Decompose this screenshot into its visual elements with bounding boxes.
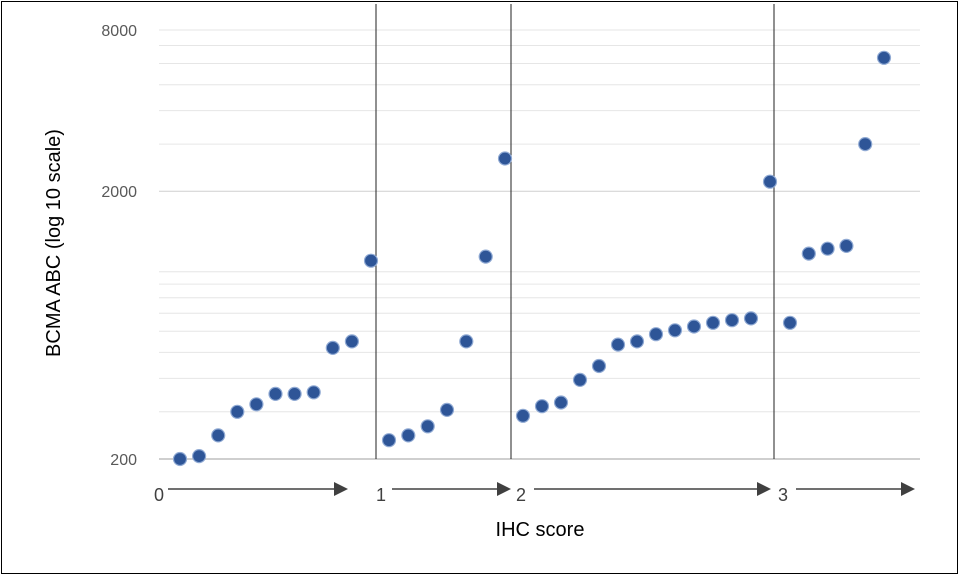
data-point bbox=[705, 315, 721, 330]
data-point bbox=[801, 246, 816, 261]
data-point bbox=[858, 137, 873, 152]
data-point bbox=[459, 334, 474, 349]
data-point bbox=[876, 50, 892, 65]
data-point bbox=[192, 449, 207, 464]
data-point bbox=[439, 402, 455, 417]
data-point bbox=[230, 404, 245, 419]
data-point bbox=[363, 253, 379, 268]
data-point bbox=[306, 385, 321, 400]
data-point bbox=[762, 174, 778, 189]
data-point bbox=[724, 313, 740, 328]
data-point bbox=[268, 386, 283, 401]
ihc-score-label: 0 bbox=[154, 485, 164, 505]
data-point bbox=[820, 241, 835, 256]
y-axis-title: BCMA ABC (log 10 scale) bbox=[43, 129, 65, 357]
data-point bbox=[325, 340, 340, 355]
data-point bbox=[172, 451, 188, 467]
ihc-arrow-head bbox=[497, 482, 511, 496]
ihc-score-label: 1 bbox=[376, 485, 386, 505]
ihc-arrow-head bbox=[901, 482, 915, 496]
ihc-arrow-head bbox=[757, 482, 771, 496]
data-point bbox=[572, 372, 588, 387]
data-point bbox=[743, 311, 759, 326]
data-point bbox=[534, 399, 550, 414]
data-point bbox=[591, 358, 607, 374]
data-point bbox=[515, 408, 531, 423]
data-point bbox=[782, 315, 798, 330]
ihc-score-label: 3 bbox=[778, 485, 788, 505]
x-axis-title: IHC score bbox=[496, 519, 585, 541]
data-point bbox=[287, 386, 302, 401]
data-point bbox=[610, 337, 626, 352]
y-tick-label: 200 bbox=[110, 452, 137, 469]
data-point bbox=[497, 151, 513, 166]
y-tick-label: 2000 bbox=[101, 184, 137, 201]
data-point bbox=[629, 334, 645, 349]
data-point bbox=[381, 433, 397, 448]
data-point bbox=[401, 428, 416, 443]
data-point bbox=[839, 238, 854, 253]
data-point bbox=[686, 319, 702, 334]
data-point bbox=[553, 395, 569, 410]
data-point bbox=[648, 327, 664, 342]
data-point bbox=[344, 334, 359, 349]
y-tick-label: 8000 bbox=[101, 23, 137, 40]
data-point bbox=[478, 249, 493, 264]
data-point bbox=[249, 397, 264, 412]
ihc-boundary-lines bbox=[375, 4, 775, 459]
y-tick-labels: 200 2000 8000 bbox=[101, 23, 137, 469]
ihc-score-label: 2 bbox=[516, 485, 526, 505]
data-point bbox=[667, 323, 683, 338]
ihc-arrow-head bbox=[334, 482, 348, 496]
data-points bbox=[172, 50, 892, 467]
data-point bbox=[211, 428, 226, 443]
ihc-score-arrows: 0 1 2 3 bbox=[154, 482, 915, 505]
data-point bbox=[420, 419, 435, 434]
gridlines bbox=[159, 29, 920, 460]
